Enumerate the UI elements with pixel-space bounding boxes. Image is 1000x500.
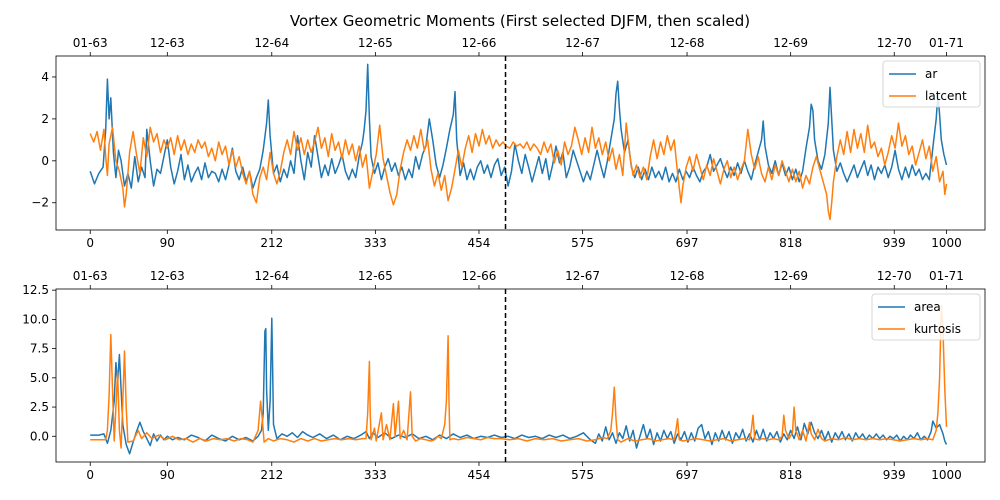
top-tick-label: 12-65: [358, 36, 393, 50]
top-tick-label: 12-69: [773, 36, 808, 50]
top-tick-label: 01-71: [929, 36, 964, 50]
legend-label-ar: ar: [925, 67, 937, 81]
y-tick-label: 12.5: [22, 283, 49, 297]
top-tick-label: 12-69: [773, 269, 808, 283]
y-tick-label: 4: [41, 70, 49, 84]
top-tick-label: 12-70: [877, 36, 912, 50]
y-tick-label: 5.0: [30, 371, 49, 385]
top-tick-label: 01-63: [73, 36, 108, 50]
x-tick-label: 818: [779, 236, 802, 250]
top-tick-label: 12-63: [150, 269, 185, 283]
y-tick-label: 2.5: [30, 400, 49, 414]
x-tick-label: 575: [571, 468, 594, 482]
x-tick-label: 212: [260, 236, 283, 250]
top-tick-label: 01-71: [929, 269, 964, 283]
top-tick-label: 12-63: [150, 36, 185, 50]
y-tick-label: 10.0: [22, 312, 49, 326]
series-line-area: [90, 317, 948, 455]
y-tick-label: 0.0: [30, 429, 49, 443]
x-tick-label: 939: [883, 236, 906, 250]
top-tick-label: 12-68: [670, 269, 705, 283]
legend-label-latcent: latcent: [925, 89, 967, 103]
figure-title: Vortex Geometric Moments (First selected…: [290, 12, 750, 30]
x-tick-label: 0: [86, 236, 94, 250]
series-line-latcent: [89, 122, 948, 221]
legend-label-area: area: [914, 300, 941, 314]
x-tick-label: 212: [260, 468, 283, 482]
top-tick-label: 12-65: [358, 269, 393, 283]
x-tick-label: 90: [160, 236, 175, 250]
top-tick-label: 12-66: [462, 269, 497, 283]
y-tick-label: 2: [41, 112, 49, 126]
x-tick-label: 333: [364, 468, 387, 482]
x-tick-label: 1000: [931, 236, 962, 250]
top-tick-label: 12-70: [877, 269, 912, 283]
x-tick-label: 1000: [931, 468, 962, 482]
chart-bottom: 0 90 212 333 454 575 697 818 939 1000 01-63 12-63 12…: [22, 269, 986, 482]
x-tick-label: 697: [676, 236, 699, 250]
x-tick-label: 575: [571, 236, 594, 250]
top-tick-label: 12-64: [254, 36, 289, 50]
y-tick-label: 7.5: [30, 342, 49, 356]
x-tick-label: 90: [160, 468, 175, 482]
top-tick-label: 01-63: [73, 269, 108, 283]
y-tick-label: −2: [31, 196, 49, 210]
top-tick-label: 12-66: [462, 36, 497, 50]
legend-label-kurtosis: kurtosis: [914, 322, 961, 336]
series-line-kurtosis: [90, 304, 948, 449]
x-tick-label: 818: [779, 468, 802, 482]
top-tick-label: 12-68: [670, 36, 705, 50]
top-tick-label: 12-67: [565, 269, 600, 283]
x-tick-label: 333: [364, 236, 387, 250]
axes-frame: [55, 55, 986, 231]
chart-top: 0 90 212 333 454 575 697 818 939 1000 01-63 12-63 12…: [31, 36, 986, 250]
top-tick-label: 12-67: [565, 36, 600, 50]
axes-frame: [55, 288, 986, 463]
x-tick-label: 939: [883, 468, 906, 482]
x-tick-label: 454: [468, 236, 491, 250]
x-tick-label: 697: [676, 468, 699, 482]
top-tick-label: 12-64: [254, 269, 289, 283]
x-tick-label: 0: [86, 468, 94, 482]
x-tick-label: 454: [468, 468, 491, 482]
y-tick-label: 0: [41, 154, 49, 168]
